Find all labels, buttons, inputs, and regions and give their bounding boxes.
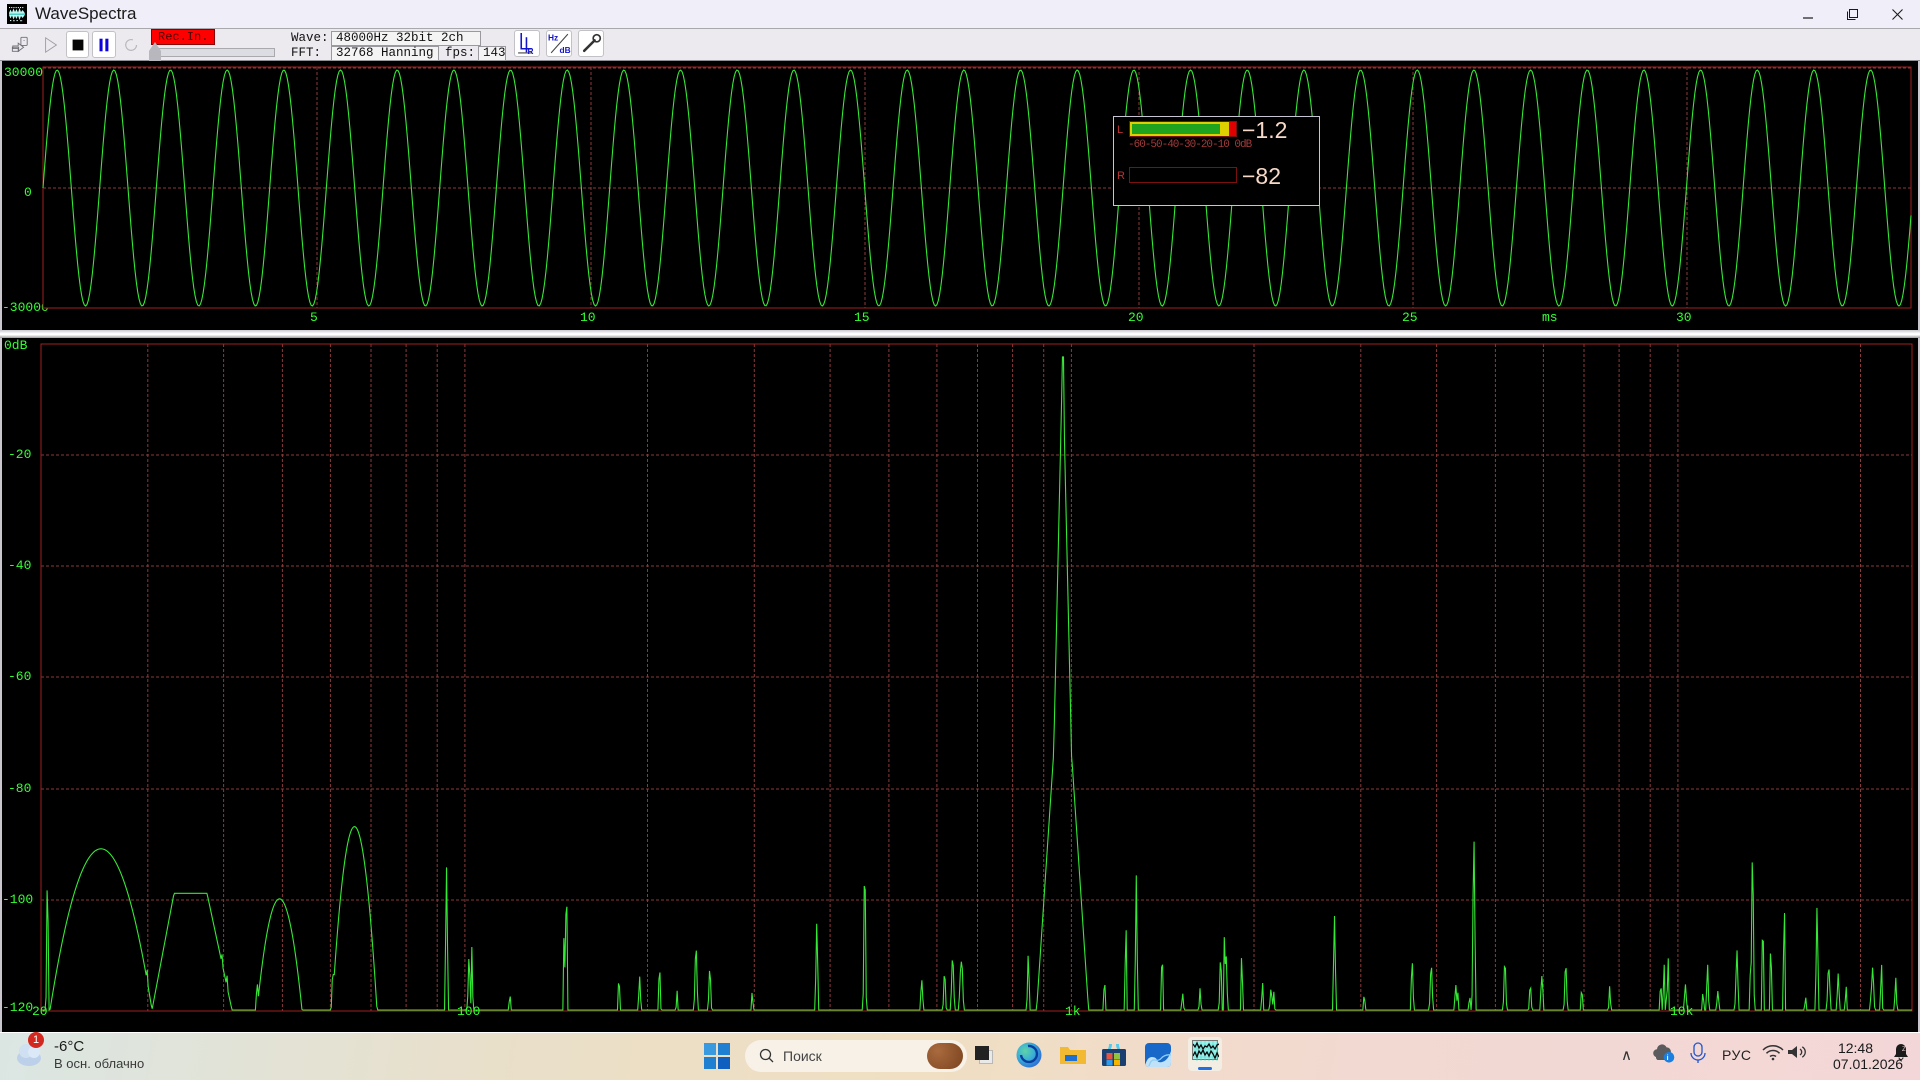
svg-text:i: i [1667, 1055, 1669, 1062]
svg-text:Z: Z [1902, 1047, 1906, 1053]
svg-text:dB: dB [559, 45, 570, 55]
svg-text:Hz: Hz [548, 32, 558, 42]
svg-text:R: R [527, 46, 533, 55]
